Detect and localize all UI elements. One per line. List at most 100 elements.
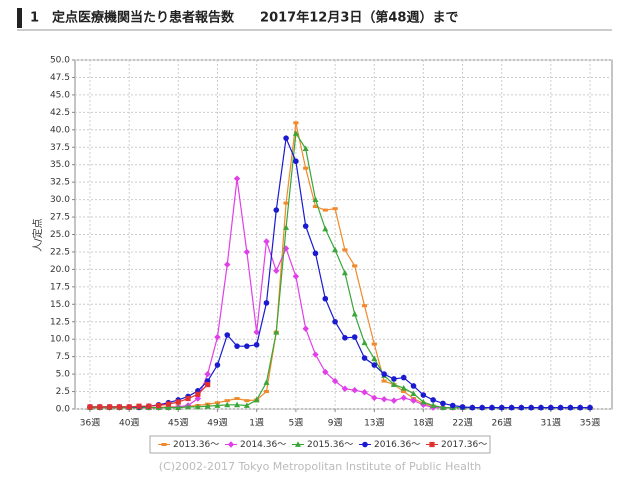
series-line — [90, 122, 590, 409]
data-point — [126, 404, 132, 410]
data-point — [390, 397, 398, 404]
x-tick-label: 45週 — [168, 418, 188, 429]
y-tick-label: 27.5 — [50, 213, 70, 223]
data-point — [352, 264, 358, 268]
data-point — [351, 334, 358, 340]
series-line — [90, 135, 590, 409]
data-point — [342, 335, 348, 341]
data-point — [243, 402, 250, 408]
y-tick-label: 25.0 — [50, 230, 70, 240]
data-point — [224, 332, 231, 338]
data-point — [185, 403, 192, 410]
data-point — [302, 223, 309, 229]
legend-box — [149, 435, 491, 454]
data-point — [244, 343, 250, 349]
data-point — [341, 385, 349, 392]
data-point — [312, 196, 319, 202]
y-tick-label: 22.5 — [50, 247, 70, 257]
data-point — [322, 225, 329, 232]
y-tick-label: 17.5 — [50, 282, 70, 292]
data-point — [390, 381, 397, 387]
data-point — [214, 402, 221, 408]
legend-label: 2017.36～ — [441, 440, 487, 450]
data-point — [380, 396, 388, 403]
data-point — [263, 390, 270, 394]
data-point — [302, 145, 309, 152]
data-point — [292, 130, 299, 136]
legend-label: 2014.36～ — [240, 440, 286, 450]
data-point — [204, 370, 211, 378]
data-point — [361, 304, 368, 308]
data-point — [136, 403, 142, 409]
data-point — [391, 376, 397, 382]
data-point — [244, 399, 250, 403]
series-line — [90, 178, 590, 409]
data-point — [303, 166, 309, 170]
y-tick-label: 45.0 — [50, 90, 70, 100]
data-point — [538, 404, 544, 411]
data-point — [214, 333, 221, 341]
data-point — [273, 267, 280, 274]
data-point — [253, 329, 260, 336]
data-point — [420, 398, 427, 405]
data-point — [430, 402, 437, 408]
data-point — [341, 269, 348, 276]
data-point — [371, 342, 377, 346]
data-point — [273, 329, 280, 335]
data-point — [194, 403, 201, 410]
data-point — [107, 404, 113, 410]
data-point — [312, 250, 319, 257]
x-tick-label: 22週 — [452, 418, 472, 429]
data-point — [489, 404, 495, 411]
data-point — [224, 261, 231, 268]
data-point — [292, 273, 300, 280]
legend-label: 2015.36～ — [307, 440, 353, 450]
data-point — [273, 207, 280, 213]
x-tick-label: 49週 — [207, 418, 227, 429]
x-tick-label: 9週 — [328, 418, 343, 429]
y-tick-label: 20.0 — [50, 265, 70, 275]
data-point — [194, 395, 202, 402]
y-tick-label: 0.0 — [56, 405, 71, 415]
title-bar — [17, 8, 22, 28]
data-point — [283, 224, 290, 230]
y-tick-label: 47.5 — [50, 73, 70, 83]
data-point — [283, 201, 289, 205]
data-point — [322, 368, 329, 376]
data-point — [420, 392, 427, 398]
chart-title: 1 定点医療機関当たり患者報告数 2017年12月3日（第48週）まで — [30, 10, 458, 26]
data-point — [518, 404, 525, 411]
data-point — [263, 379, 270, 385]
data-point — [253, 341, 260, 348]
data-point — [449, 402, 456, 409]
data-point — [351, 386, 358, 394]
y-tick-label: 50.0 — [50, 56, 70, 66]
x-tick-label: 13週 — [364, 418, 384, 429]
data-point — [322, 208, 328, 212]
data-point — [205, 381, 211, 388]
data-point — [243, 248, 251, 256]
data-point — [116, 404, 123, 410]
data-point — [195, 391, 201, 397]
legend-marker — [295, 441, 301, 447]
y-tick-label: 35.0 — [50, 160, 70, 170]
y-tick-label: 15.0 — [50, 300, 70, 310]
data-point — [332, 207, 338, 211]
data-point — [97, 404, 103, 410]
y-axis-label: 人/定点 — [31, 218, 44, 251]
data-point — [528, 404, 534, 411]
data-point — [302, 325, 309, 332]
data-point — [263, 238, 270, 245]
data-point — [253, 396, 260, 403]
data-point — [479, 404, 485, 411]
data-point — [312, 351, 319, 358]
data-point — [312, 205, 319, 209]
x-tick-label: 1週 — [249, 418, 264, 429]
y-tick-label: 10.0 — [50, 335, 70, 345]
y-tick-label: 32.5 — [50, 178, 70, 188]
data-point — [371, 394, 378, 402]
y-tick-label: 5.0 — [56, 370, 71, 380]
data-point — [233, 175, 241, 182]
legend-marker — [362, 441, 368, 448]
